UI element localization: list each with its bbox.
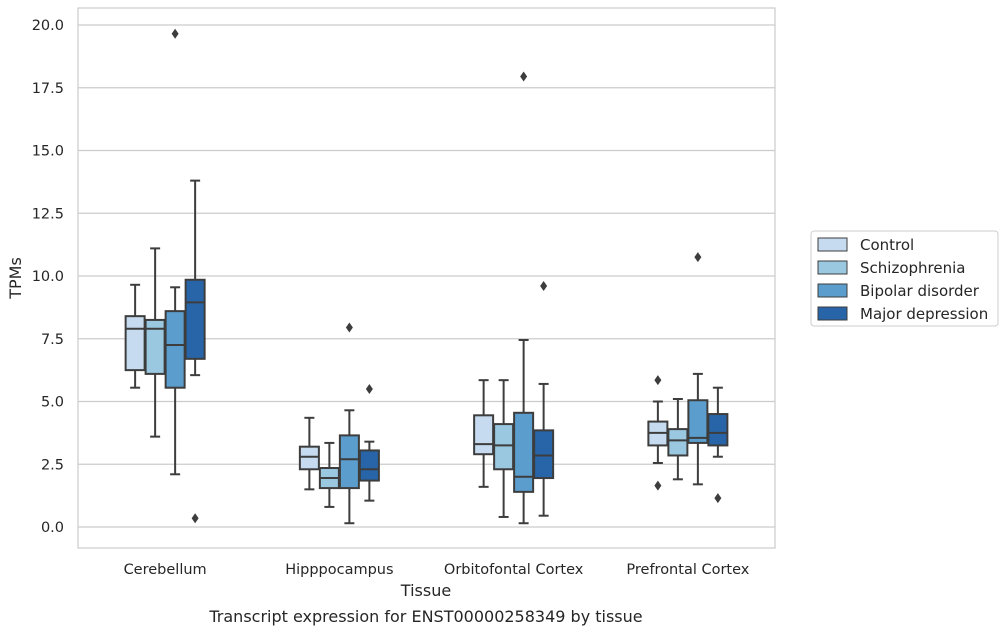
outlier-point xyxy=(714,493,722,504)
box-body xyxy=(184,278,206,360)
box-body xyxy=(513,411,535,493)
legend-swatch xyxy=(817,306,848,321)
box xyxy=(647,375,669,491)
box-body xyxy=(124,315,146,372)
legend-label: Major depression xyxy=(860,305,988,323)
box-body xyxy=(338,434,360,490)
y-axis-title: TPMs xyxy=(6,257,25,300)
y-tick-label: 10.0 xyxy=(32,269,64,285)
outlier-point xyxy=(520,71,528,82)
box xyxy=(318,441,340,508)
legend-label: Control xyxy=(860,236,914,254)
box xyxy=(124,283,146,389)
legend-label: Schizophrenia xyxy=(860,259,965,277)
x-tick-labels: Cerebellum Hipppocampus Orbitofontal Corte… xyxy=(124,562,750,578)
chart-title: Transcript expression for ENST0000025834… xyxy=(208,607,642,626)
box xyxy=(533,281,555,517)
y-tick-label: 0.0 xyxy=(41,520,64,536)
plot-area xyxy=(77,7,776,549)
box xyxy=(513,71,535,525)
box-body xyxy=(358,449,380,482)
box xyxy=(493,379,515,518)
box xyxy=(687,252,709,486)
y-tick-label: 15.0 xyxy=(32,144,64,160)
y-tick-label: 2.5 xyxy=(41,457,64,473)
y-tick-label: 7.5 xyxy=(41,332,64,348)
box xyxy=(298,416,320,491)
series-major-depression xyxy=(184,179,729,524)
x-tick-label: Prefrontal Cortex xyxy=(626,562,749,578)
series-bipolar-disorder xyxy=(164,28,709,525)
y-tick-label: 17.5 xyxy=(32,81,64,97)
box xyxy=(473,379,495,488)
x-tick-label: Orbitofontal Cortex xyxy=(444,562,584,578)
series-schizophrenia xyxy=(144,247,689,518)
outlier-point xyxy=(654,480,662,491)
box-body xyxy=(473,414,495,456)
outlier-point xyxy=(654,375,662,386)
series-control xyxy=(124,283,669,491)
outlier-point xyxy=(540,281,548,292)
x-axis-title: Tissue xyxy=(400,581,451,600)
box xyxy=(667,397,689,481)
y-tick-labels: 0.0 2.5 5.0 7.5 10.0 12.5 15.0 17.5 20.0 xyxy=(32,18,64,536)
y-tick-label: 12.5 xyxy=(32,206,64,222)
box xyxy=(164,28,186,476)
outlier-point xyxy=(191,513,199,524)
box-series xyxy=(124,28,729,525)
outlier-point xyxy=(171,28,179,39)
outlier-point xyxy=(365,383,373,394)
box-body xyxy=(164,310,186,389)
x-tick-label: Cerebellum xyxy=(124,562,207,578)
box xyxy=(144,247,166,438)
box xyxy=(184,179,206,524)
box-body xyxy=(667,428,689,457)
box-body xyxy=(493,423,515,471)
x-tick-label: Hipppocampus xyxy=(285,562,393,578)
outlier-point xyxy=(345,322,353,333)
y-tick-label: 20.0 xyxy=(32,18,64,34)
legend-swatch xyxy=(817,283,848,298)
outlier-point xyxy=(694,252,702,263)
box-body xyxy=(298,445,320,471)
box xyxy=(338,322,360,525)
legend: Control Schizophrenia Bipolar disorder Majo… xyxy=(810,230,999,327)
box-body xyxy=(533,429,555,480)
box xyxy=(358,383,380,502)
legend-swatch xyxy=(817,237,848,252)
y-tick-label: 5.0 xyxy=(41,395,64,411)
legend-frame xyxy=(810,230,999,327)
box xyxy=(707,386,729,504)
legend-label: Bipolar disorder xyxy=(860,282,980,300)
box-body xyxy=(687,399,709,444)
box-body xyxy=(707,413,729,447)
legend-swatch xyxy=(817,260,848,275)
